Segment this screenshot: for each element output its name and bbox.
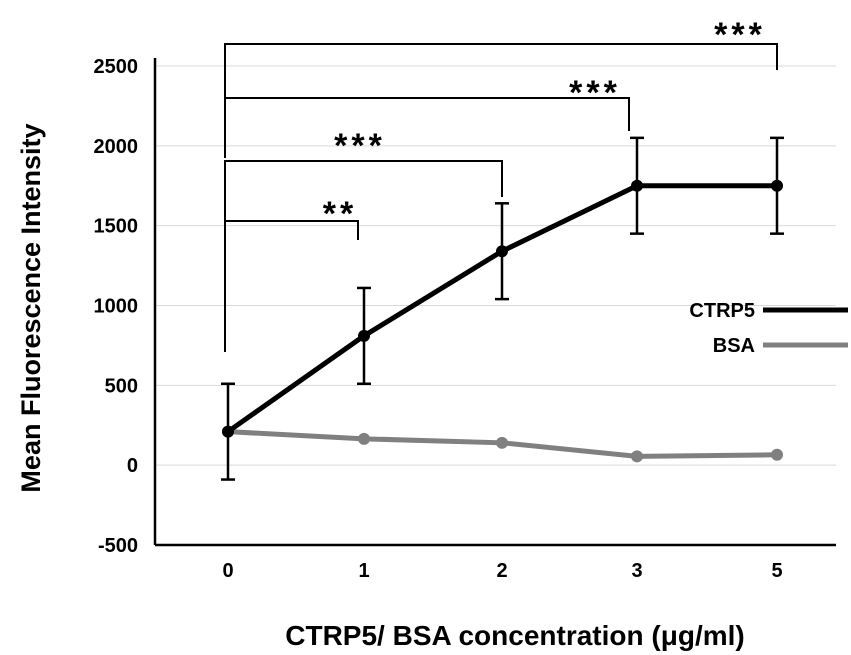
significance-label: *** <box>714 16 766 54</box>
series <box>221 136 784 481</box>
data-point-ctrp5 <box>358 329 370 342</box>
y-tick-label: 2000 <box>94 136 139 158</box>
x-tick-label: 2 <box>496 560 507 582</box>
significance-label: *** <box>569 74 621 112</box>
data-point-ctrp5 <box>222 425 234 438</box>
gridlines <box>155 65 836 466</box>
data-point-ctrp5 <box>771 179 783 192</box>
legend-label-ctrp5: CTRP5 <box>689 300 755 322</box>
data-point-bsa <box>771 448 783 461</box>
y-tick-label: 500 <box>105 375 138 397</box>
x-axis-title: CTRP5/ BSA concentration (μg/ml) <box>285 620 744 651</box>
x-tick-label: 3 <box>631 560 642 582</box>
y-tick-label: -500 <box>98 535 138 557</box>
y-tick-label: 0 <box>127 455 138 477</box>
data-point-ctrp5 <box>496 245 508 258</box>
x-tick-labels: 0 1 2 3 5 <box>222 560 782 582</box>
significance-bracket <box>224 160 503 300</box>
data-point-ctrp5 <box>631 179 643 192</box>
y-tick-labels: -500 0 500 1000 1500 2000 2500 <box>94 56 139 557</box>
significance-bracket <box>224 220 359 352</box>
y-tick-label: 1500 <box>94 216 139 238</box>
significance-bracket <box>224 43 778 132</box>
significance-label: *** <box>334 127 386 165</box>
significance-annotations: *********** <box>224 16 778 352</box>
x-tick-label: 5 <box>771 560 782 582</box>
y-tick-label: 2500 <box>94 56 139 78</box>
data-point-bsa <box>496 436 508 449</box>
y-axis-title: Mean Fluorescence Intensity <box>16 123 46 492</box>
y-tick-label: 1000 <box>94 296 139 318</box>
legend: CTRP5 BSA <box>689 300 848 357</box>
legend-label-bsa: BSA <box>713 335 755 357</box>
axes <box>153 58 836 547</box>
x-tick-label: 1 <box>358 560 369 582</box>
significance-label: ** <box>323 195 357 233</box>
data-point-bsa <box>358 432 370 445</box>
x-tick-label: 0 <box>222 560 233 582</box>
data-point-bsa <box>631 450 643 463</box>
